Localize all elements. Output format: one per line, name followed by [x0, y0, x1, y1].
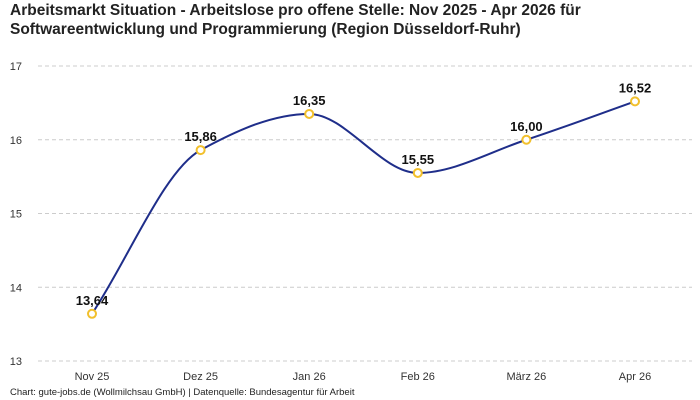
series-line	[91, 100, 636, 315]
data-point-marker	[304, 108, 315, 119]
y-tick-label: 14	[10, 282, 22, 294]
data-point-marker	[630, 96, 640, 107]
y-tick-label: 17	[10, 61, 22, 73]
data-label: 15,55	[402, 152, 435, 167]
data-label: 13,64	[76, 293, 109, 308]
data-point-marker	[412, 167, 423, 178]
x-tick-label: März 26	[507, 371, 547, 383]
data-label: 16,35	[293, 93, 326, 108]
x-tick-label: Jan 26	[293, 371, 326, 383]
y-tick-label: 16	[10, 135, 22, 147]
data-label: 16,00	[510, 119, 543, 134]
chart-title: Arbeitsmarkt Situation - Arbeitslose pro…	[10, 2, 581, 38]
y-tick-label: 13	[10, 356, 22, 368]
data-point-marker	[521, 134, 532, 145]
x-tick-label: Apr 26	[619, 371, 651, 383]
data-label: 15,86	[184, 129, 217, 144]
x-tick-label: Dez 25	[183, 371, 218, 383]
x-tick-label: Nov 25	[75, 371, 110, 383]
data-label: 16,52	[619, 80, 652, 95]
data-point-marker	[195, 145, 206, 156]
data-point-marker	[87, 308, 97, 319]
x-tick-label: Feb 26	[401, 371, 435, 383]
y-tick-label: 15	[10, 209, 22, 221]
chart-footer: Chart: gute-jobs.de (Wollmilchsau GmbH) …	[10, 387, 355, 398]
